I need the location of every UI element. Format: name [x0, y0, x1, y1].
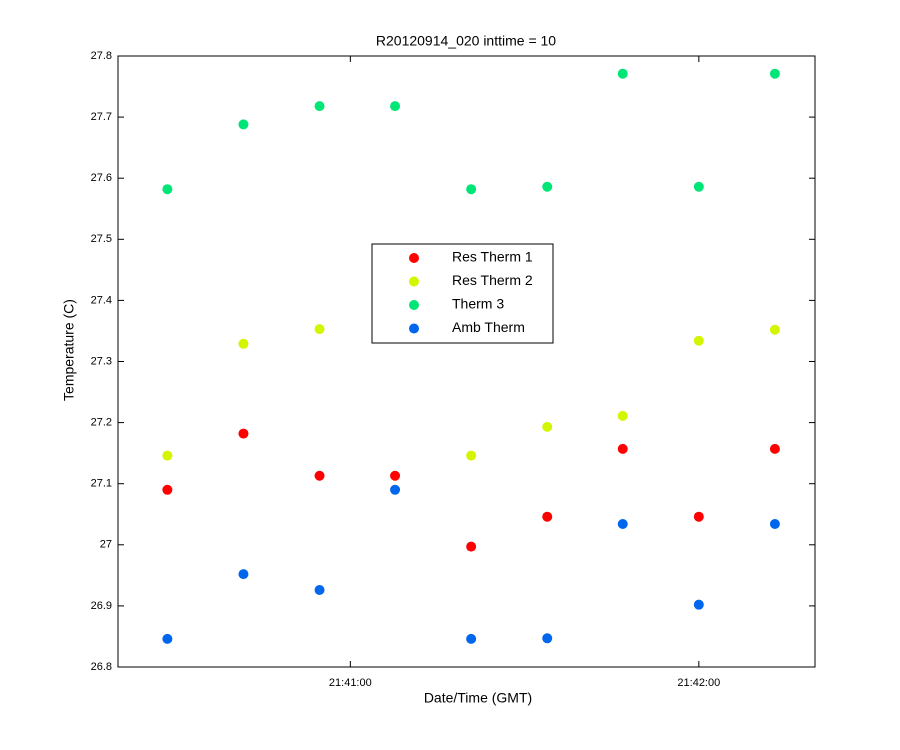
point — [314, 101, 325, 112]
point — [617, 410, 628, 421]
y-tick-label: 27.6 — [91, 172, 112, 184]
y-tick-label: 27.3 — [91, 355, 112, 367]
y-tick-label: 26.8 — [91, 661, 112, 673]
point — [390, 484, 401, 495]
y-axis-label: Temperature (C) — [61, 299, 77, 401]
legend-marker — [409, 323, 419, 334]
point — [390, 101, 401, 112]
legend-marker — [409, 276, 419, 287]
y-tick-label: 27.2 — [91, 417, 112, 429]
y-tick-label: 27.1 — [91, 478, 112, 490]
point — [162, 484, 173, 495]
chart-title: R20120914_020 inttime = 10 — [376, 33, 556, 49]
y-tick-label: 27.4 — [91, 294, 112, 306]
y-tick-label: 27.8 — [91, 50, 112, 62]
point — [238, 119, 249, 130]
point — [617, 519, 628, 530]
point — [542, 421, 553, 432]
point — [542, 511, 553, 522]
point — [617, 68, 628, 79]
point — [693, 335, 704, 346]
point — [238, 338, 249, 349]
point — [769, 443, 780, 454]
legend-label: Res Therm 2 — [452, 272, 533, 288]
legend-label: Therm 3 — [452, 296, 504, 312]
point — [769, 324, 780, 335]
y-tick-label: 27.7 — [91, 111, 112, 123]
point — [466, 184, 477, 195]
point — [617, 443, 628, 454]
legend-label: Res Therm 1 — [452, 249, 533, 265]
point — [542, 181, 553, 192]
point — [466, 633, 477, 644]
point — [542, 633, 553, 644]
x-tick-label: 21:42:00 — [677, 677, 720, 689]
point — [162, 633, 173, 644]
point — [466, 450, 477, 461]
point — [390, 470, 401, 481]
legend-label: Amb Therm — [452, 319, 525, 335]
legend-box — [371, 243, 554, 344]
point — [238, 569, 249, 580]
point — [466, 541, 477, 552]
point — [314, 470, 325, 481]
point — [314, 585, 325, 596]
point — [693, 599, 704, 610]
point — [162, 184, 173, 195]
point — [693, 181, 704, 192]
y-tick-label: 27 — [100, 539, 112, 551]
plot-area — [117, 55, 816, 668]
y-tick-label: 26.9 — [91, 600, 112, 612]
x-axis-label: Date/Time (GMT) — [424, 690, 532, 706]
x-tick-label: 21:41:00 — [329, 677, 372, 689]
point — [238, 428, 249, 439]
point — [314, 324, 325, 335]
point — [769, 519, 780, 530]
point — [769, 68, 780, 79]
y-tick-label: 27.5 — [91, 233, 112, 245]
legend-marker — [409, 300, 419, 310]
legend-marker — [409, 253, 419, 263]
point — [162, 450, 173, 461]
point — [693, 511, 704, 522]
